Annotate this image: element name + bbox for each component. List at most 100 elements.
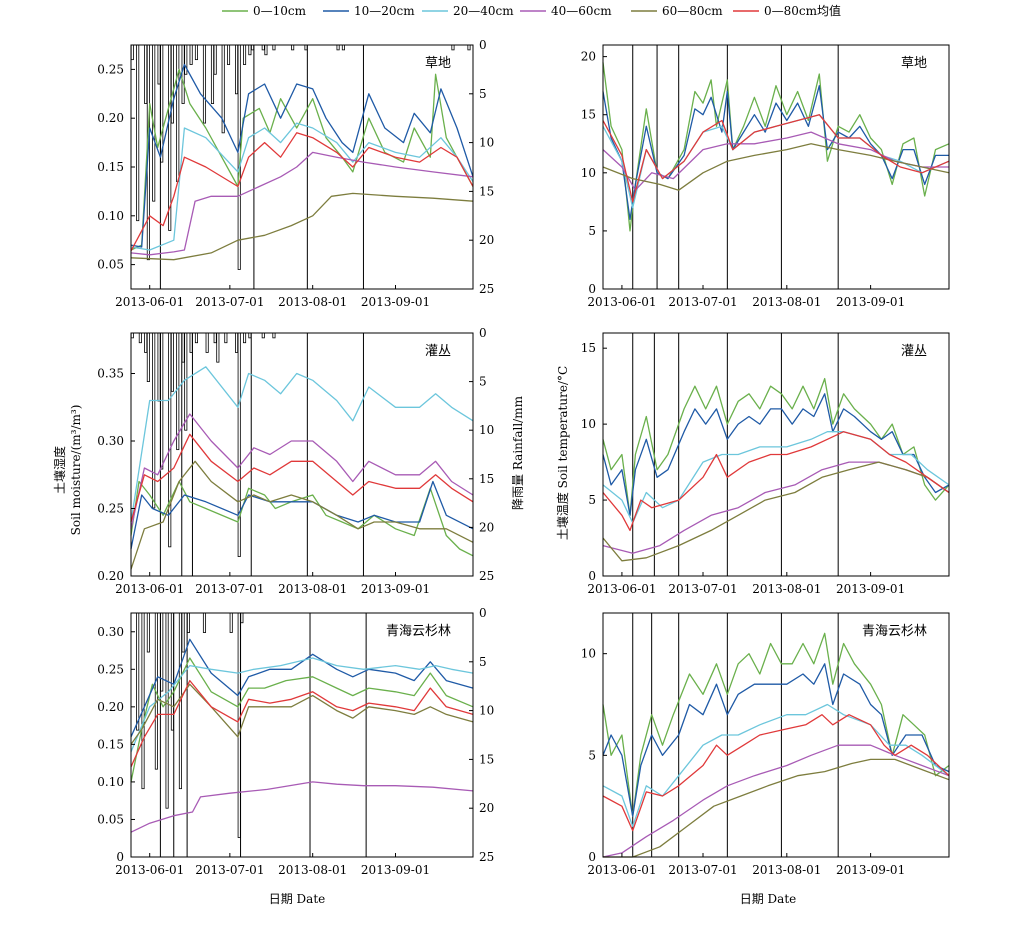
x-axis: 2013-06-01 2013-07-01 2013-08-01 2013-09-01 [587, 285, 905, 309]
y-axis: 0.20 0.25 0.30 0.35 [97, 367, 135, 583]
x-tick-label: 2013-06-01 [115, 863, 184, 877]
series-line [130, 122, 474, 251]
rainfall-bar [189, 44, 193, 65]
panel-moisture-grassland: 0.05 0.10 0.15 0.20 0.25 0 5 10 15 20 25 2013-06-01… [97, 38, 494, 309]
x-tick-label: 2013-07-01 [195, 863, 264, 877]
legend-label: 60—80cm [662, 4, 723, 18]
x-axis: 2013-06-01 2013-07-01 2013-08-01 2013-09-01 [587, 853, 905, 877]
rainfall-bar [202, 44, 207, 124]
y-tick-label: 0.35 [97, 367, 124, 381]
legend-label: 20—40cm [453, 4, 514, 18]
y-tick-label: 0.30 [97, 434, 124, 448]
panel-label: 灌丛 [425, 344, 451, 359]
y-tick-label: 10 [581, 417, 596, 431]
y-tick-label: 20 [581, 50, 596, 64]
x-axis-title-right: 日期 Date [740, 892, 797, 906]
y-tick-label: 0 [116, 850, 124, 864]
series-group [130, 638, 474, 833]
rainfall-bar [243, 44, 247, 65]
series-line [602, 461, 950, 562]
period-box [306, 44, 364, 290]
moisture-y-title-en: Soil moisture/(m³/m³) [69, 405, 83, 536]
x-tick-label: 2013-09-01 [361, 582, 430, 596]
axis-titles: 土壤湿度 Soil moisture/(m³/m³) 降雨量 Rainfall/… [52, 366, 796, 906]
rainfall-tick-label: 0 [479, 606, 487, 620]
period-box [632, 44, 658, 290]
series-group [130, 63, 474, 261]
rainfall-bar [261, 44, 265, 51]
rainfall-tick-label: 25 [479, 850, 494, 864]
legend-label: 10—20cm [354, 4, 415, 18]
rainfall-tick-label: 20 [479, 233, 494, 247]
rainfall-bar [136, 612, 140, 731]
rainfall-bar [235, 44, 239, 95]
rainfall-bar [341, 44, 345, 51]
series-line [602, 703, 950, 828]
rainfall-bar [213, 332, 217, 344]
rainfall-tick-label: 0 [479, 326, 487, 340]
series-line [602, 431, 950, 524]
rainfall-bar [304, 44, 308, 51]
rainfall-bar [189, 332, 193, 353]
y-tick-label: 0.15 [97, 160, 124, 174]
rainfall-tick-label: 15 [479, 184, 494, 198]
rainfall-bar [336, 44, 340, 51]
x-tick-label: 2013-09-01 [836, 582, 905, 596]
panel-label: 草地 [425, 56, 451, 71]
y-tick-label: 0.25 [97, 502, 124, 516]
y-tick-label: 0.10 [97, 775, 124, 789]
y-tick-label: 5 [588, 224, 596, 238]
x-tick-label: 2013-09-01 [836, 295, 905, 309]
rainfall-bar [184, 332, 188, 431]
period-boxes [632, 44, 839, 290]
rainfall-tick-label: 20 [479, 801, 494, 815]
rainfall-tick-label: 10 [479, 423, 494, 437]
y-tick-label: 5 [588, 493, 596, 507]
series-line [602, 377, 950, 516]
rainfall-bar [264, 44, 268, 56]
y-tick-label: 15 [581, 341, 596, 355]
x-tick-label: 2013-09-01 [361, 863, 430, 877]
rainfall-bar [216, 332, 220, 363]
x-tick-label: 2013-08-01 [752, 863, 821, 877]
y-tick-label: 0.05 [97, 812, 124, 826]
rainfall-bar [248, 44, 252, 56]
period-box [306, 332, 364, 577]
rainfall-bar [181, 612, 185, 653]
x-tick-label: 2013-06-01 [587, 863, 656, 877]
rainfall-axis: 0 5 10 15 20 25 [469, 606, 494, 864]
x-tick-label: 2013-08-01 [278, 582, 347, 596]
rainfall-y-title: 降雨量 Rainfall/mm [511, 395, 525, 510]
series-line [602, 431, 950, 532]
x-tick-label: 2013-07-01 [668, 582, 737, 596]
series-line [130, 638, 474, 738]
rainfall-bar [291, 44, 295, 51]
x-axis-title-left: 日期 Date [269, 892, 326, 906]
rainfall-bar [272, 332, 276, 339]
y-tick-label: 0.05 [97, 258, 124, 272]
series-line [130, 480, 474, 557]
period-box [186, 612, 242, 858]
plot-frame [130, 612, 474, 858]
x-tick-label: 2013-06-01 [587, 295, 656, 309]
x-tick-label: 2013-09-01 [361, 295, 430, 309]
x-tick-label: 2013-08-01 [752, 582, 821, 596]
rainfall-bar [235, 332, 239, 353]
series-line [602, 744, 950, 858]
rainfall-tick-label: 25 [479, 569, 494, 583]
y-axis: 0.05 0.10 0.15 0.20 0.25 [97, 62, 135, 272]
series-group [602, 632, 950, 858]
y-tick-label: 0.25 [97, 62, 124, 76]
plot-frame [130, 332, 474, 577]
rainfall-bar [168, 44, 172, 231]
x-tick-label: 2013-06-01 [587, 582, 656, 596]
y-tick-label: 0 [588, 282, 596, 296]
rainfall-tick-label: 25 [479, 282, 494, 296]
series-line [130, 657, 474, 783]
y-tick-label: 0.15 [97, 737, 124, 751]
rainfall-tick-label: 15 [479, 752, 494, 766]
panel-label: 草地 [901, 56, 927, 71]
